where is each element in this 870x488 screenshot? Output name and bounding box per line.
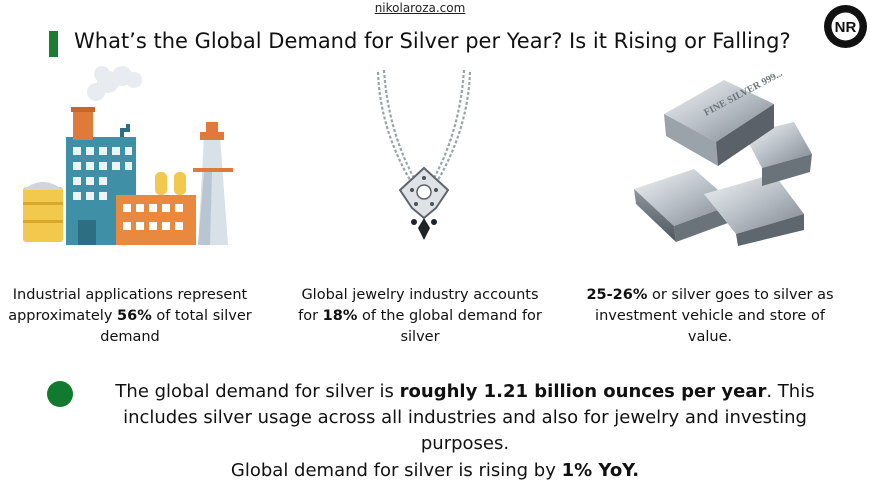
nr-logo: NR xyxy=(824,5,867,48)
logo-text: NR xyxy=(835,19,857,36)
factory-icon xyxy=(23,66,233,245)
title-accent-bar xyxy=(49,31,58,57)
caption-jewelry: Global jewelry industry accounts for 18%… xyxy=(298,287,542,345)
page-title: What’s the Global Demand for Silver per … xyxy=(74,29,791,53)
necklace-icon xyxy=(376,69,472,240)
trend-text: Global demand for silver is rising by 1%… xyxy=(230,460,640,481)
site-link[interactable]: nikolaroza.com xyxy=(374,1,466,15)
summary-text: The global demand for silver is roughly … xyxy=(115,381,815,454)
caption-industrial: Industrial applications represent approx… xyxy=(8,287,252,345)
summary-bullet xyxy=(47,381,73,407)
silver-bars-icon: FINE SILVER 999.9 xyxy=(634,74,812,246)
caption-investment: 25-26% or silver goes to silver as inves… xyxy=(586,287,834,345)
